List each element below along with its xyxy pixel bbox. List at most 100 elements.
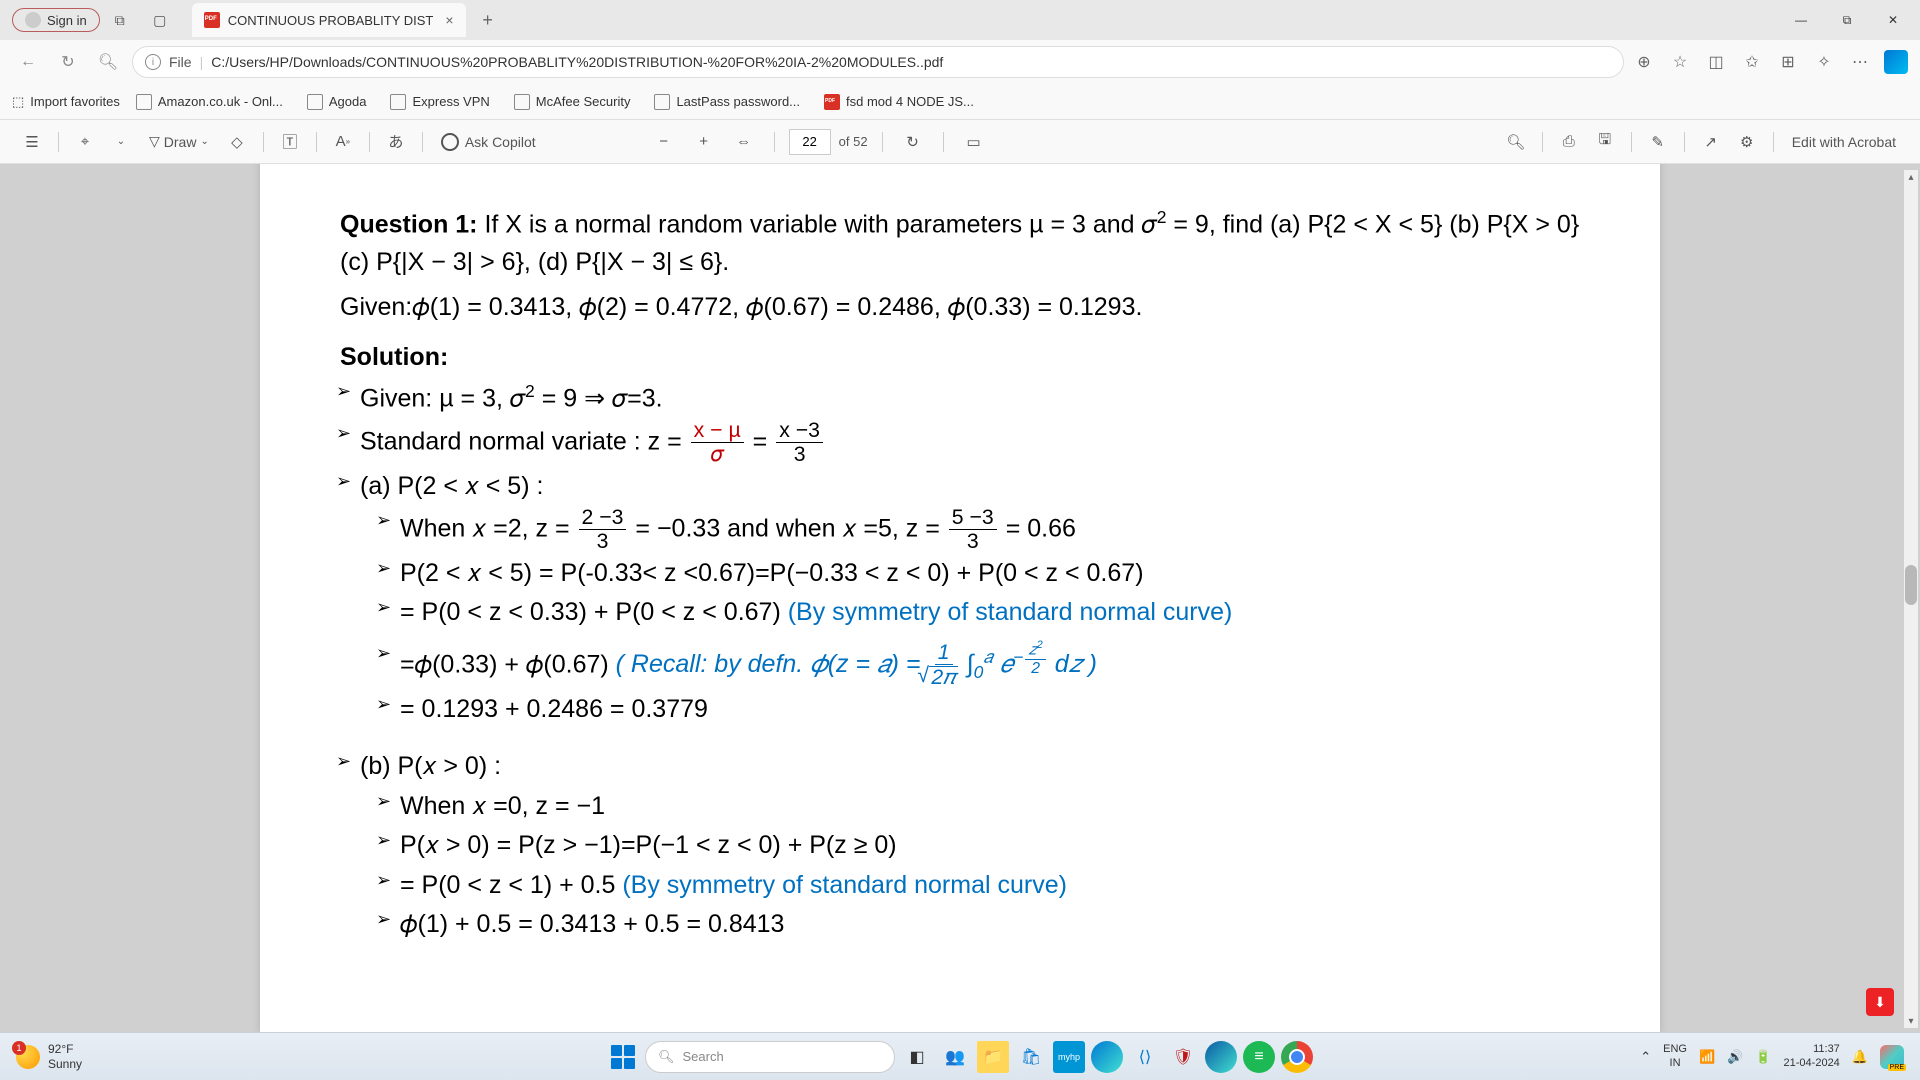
tab-close-icon[interactable]: ×	[445, 12, 453, 28]
adobe-icon[interactable]: ⬇	[1866, 988, 1894, 1016]
bullet-variate: Standard normal variate : z = x − µ𝜎 = x…	[340, 420, 1580, 466]
edge-icon[interactable]	[1091, 1041, 1123, 1073]
scrollbar[interactable]: ▴ ▾	[1904, 170, 1918, 1028]
language-indicator[interactable]: ENG IN	[1663, 1043, 1687, 1069]
chrome-icon[interactable]	[1281, 1041, 1313, 1073]
scroll-down-icon[interactable]: ▾	[1904, 1014, 1918, 1028]
zoom-out-icon[interactable]: −	[648, 126, 680, 158]
print-icon[interactable]: ⎙	[1553, 126, 1585, 158]
chevron-down-icon[interactable]: ⌄	[105, 126, 137, 158]
mcafee-icon[interactable]: 🛡	[1167, 1041, 1199, 1073]
wifi-icon[interactable]: 📶	[1699, 1049, 1715, 1065]
edit-acrobat-button[interactable]: Edit with Acrobat	[1784, 134, 1904, 150]
rotate-icon[interactable]: ↻	[897, 126, 929, 158]
minimize-button[interactable]: —	[1778, 0, 1824, 40]
bookmark-lastpass[interactable]: LastPass password...	[646, 90, 808, 114]
refresh-button[interactable]: ↻	[52, 46, 84, 78]
save-as-icon[interactable]: ✎	[1642, 126, 1674, 158]
copilot-tray-icon[interactable]: PRE	[1880, 1045, 1904, 1069]
tray-expand-icon[interactable]: ⌃	[1640, 1049, 1651, 1065]
bookmark-agoda[interactable]: Agoda	[299, 90, 375, 114]
cursor-icon[interactable]: ⌖	[69, 126, 101, 158]
bookmark-expressvpn[interactable]: Express VPN	[382, 90, 497, 114]
scroll-up-icon[interactable]: ▴	[1904, 170, 1918, 184]
close-button[interactable]: ✕	[1870, 0, 1916, 40]
save-icon[interactable]: 🖫	[1589, 126, 1621, 158]
bookmark-fsd[interactable]: fsd mod 4 NODE JS...	[816, 90, 982, 114]
import-favorites-button[interactable]: ⬚ Import favorites	[12, 94, 120, 110]
search-icon[interactable]: 🔍︎	[1500, 126, 1532, 158]
new-tab-button[interactable]: +	[474, 6, 502, 34]
zoom-icon[interactable]: ⊕	[1632, 50, 1656, 74]
extensions-icon[interactable]: ✧	[1812, 50, 1836, 74]
ask-copilot-button[interactable]: Ask Copilot	[433, 129, 544, 155]
import-icon: ⬚	[12, 94, 24, 110]
scroll-thumb[interactable]	[1905, 565, 1917, 605]
zoom-in-icon[interactable]: +	[688, 126, 720, 158]
explorer-icon[interactable]: 📁	[977, 1041, 1009, 1073]
page-number-input[interactable]	[789, 129, 831, 155]
search-icon[interactable]: 🔍︎	[92, 46, 124, 78]
maximize-button[interactable]: ⧉	[1824, 0, 1870, 40]
sub-bullet: = P(0 < z < 0.33) + P(0 < z < 0.67) (By …	[340, 594, 1580, 632]
pdf-viewport[interactable]: Question 1: If X is a normal random vari…	[0, 164, 1920, 1032]
store-icon[interactable]: 🛍	[1015, 1041, 1047, 1073]
browser-tab[interactable]: CONTINUOUS PROBABLITY DIST ×	[192, 3, 466, 37]
clock[interactable]: 11:37 21-04-2024	[1784, 1043, 1840, 1069]
teams-icon[interactable]: 👥	[939, 1041, 971, 1073]
contents-icon[interactable]: ☰	[16, 126, 48, 158]
page-icon	[654, 94, 670, 110]
task-view-icon[interactable]: ◧	[901, 1041, 933, 1073]
copilot-icon[interactable]	[1884, 50, 1908, 74]
favorites-icon[interactable]: ✩	[1740, 50, 1764, 74]
hp-icon[interactable]: myhp	[1053, 1041, 1085, 1073]
url-input[interactable]: i File | C:/Users/HP/Downloads/CONTINUOU…	[132, 46, 1624, 78]
weather-widget[interactable]: 1 92°F Sunny	[16, 1042, 82, 1071]
sub-bullet: P(2 < 𝑥 < 5) = P(-0.33< z <0.67)=P(−0.33…	[340, 555, 1580, 593]
signin-button[interactable]: Sign in	[12, 8, 100, 32]
notification-badge: 1	[12, 1041, 26, 1055]
vscode-icon[interactable]: ⟨⟩	[1129, 1041, 1161, 1073]
spotify-icon[interactable]: ≡	[1243, 1041, 1275, 1073]
signin-label: Sign in	[47, 13, 87, 28]
copilot-icon	[441, 133, 459, 151]
text-icon[interactable]: 🅃	[274, 126, 306, 158]
collections-icon[interactable]: ⊞	[1776, 50, 1800, 74]
fit-icon[interactable]: ⇔	[728, 126, 760, 158]
url-path: C:/Users/HP/Downloads/CONTINUOUS%20PROBA…	[211, 54, 943, 70]
fullscreen-icon[interactable]: ↗	[1695, 126, 1727, 158]
erase-icon[interactable]: ◇	[221, 126, 253, 158]
start-button[interactable]	[607, 1041, 639, 1073]
favorite-icon[interactable]: ☆	[1668, 50, 1692, 74]
split-icon[interactable]: ◫	[1704, 50, 1728, 74]
separator	[316, 132, 317, 152]
taskbar-center: 🔍︎ Search ◧ 👥 📁 🛍 myhp ⟨⟩ 🛡 ≡	[607, 1041, 1313, 1073]
back-button[interactable]: ←	[12, 46, 44, 78]
settings-icon[interactable]: ⚙	[1731, 126, 1763, 158]
import-label: Import favorites	[30, 94, 120, 109]
user-icon	[25, 12, 41, 28]
notifications-icon[interactable]: 🔔	[1852, 1049, 1868, 1065]
page-view-icon[interactable]: ▭	[958, 126, 990, 158]
pdf-icon	[204, 12, 220, 28]
workspaces-icon[interactable]: ⧉	[104, 4, 136, 36]
page-icon	[307, 94, 323, 110]
more-icon[interactable]: ⋯	[1848, 50, 1872, 74]
read-aloud-icon[interactable]: A»	[327, 126, 359, 158]
separator	[422, 132, 423, 152]
edge2-icon[interactable]	[1205, 1041, 1237, 1073]
info-icon[interactable]: i	[145, 54, 161, 70]
search-input[interactable]: 🔍︎ Search	[645, 1041, 895, 1073]
bookmark-amazon[interactable]: Amazon.co.uk - Onl...	[128, 90, 291, 114]
tab-title: CONTINUOUS PROBABLITY DIST	[228, 13, 434, 28]
draw-button[interactable]: ▽ Draw ⌄	[141, 129, 217, 154]
bookmark-mcafee[interactable]: McAfee Security	[506, 90, 639, 114]
pdf-toolbar: ☰ ⌖ ⌄ ▽ Draw ⌄ ◇ 🅃 A» あ Ask Copilot − + …	[0, 120, 1920, 164]
tab-actions-icon[interactable]: ▢	[144, 4, 176, 36]
battery-icon[interactable]: 🔋	[1755, 1049, 1771, 1065]
page-controls: − + ⇔ of 52 ↻ ▭	[648, 126, 990, 158]
page-icon	[390, 94, 406, 110]
addressbar: ← ↻ 🔍︎ i File | C:/Users/HP/Downloads/CO…	[0, 40, 1920, 84]
translate-icon[interactable]: あ	[380, 126, 412, 158]
volume-icon[interactable]: 🔊	[1727, 1049, 1743, 1065]
